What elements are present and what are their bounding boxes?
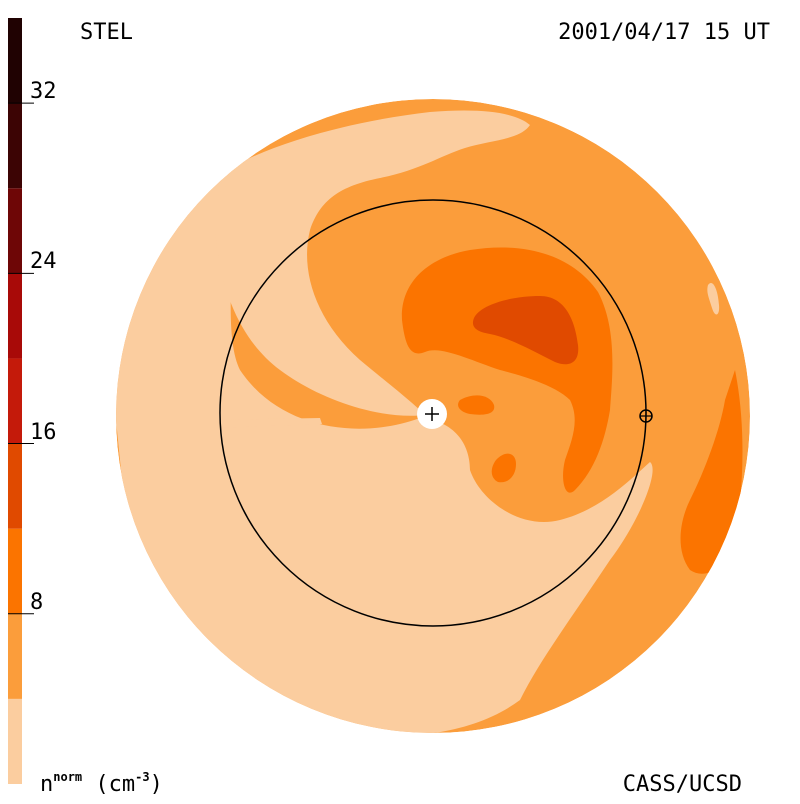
density-region-low-arc-top bbox=[215, 110, 530, 416]
density-region-low-island bbox=[707, 282, 720, 315]
earth-marker bbox=[639, 409, 653, 423]
colorbar bbox=[8, 18, 34, 784]
colorbar-segment-4 bbox=[8, 358, 22, 444]
unit-suffix: (cm bbox=[82, 772, 136, 797]
density-region-mid-blob bbox=[491, 453, 516, 483]
colorbar-tick-label-24: 24 bbox=[30, 249, 57, 275]
density-region-mid-small bbox=[458, 395, 495, 415]
credit-label: CASS/UCSD bbox=[622, 772, 742, 797]
colorbar-segment-0 bbox=[8, 698, 22, 784]
sun-marker bbox=[417, 399, 447, 429]
colorbar-tick-label-8: 8 bbox=[30, 589, 44, 615]
density-region-peak bbox=[472, 296, 579, 365]
density-region-low-streak bbox=[218, 418, 322, 428]
instrument-label: STEL bbox=[80, 20, 133, 45]
colorbar-segment-5 bbox=[8, 273, 22, 359]
unit-exp: -3 bbox=[135, 770, 150, 784]
colorbar-tick-label-32: 32 bbox=[30, 79, 57, 105]
colorbar-unit-label: nnorm (cm-3) bbox=[40, 770, 163, 797]
timestamp-label: 2001/04/17 15 UT bbox=[558, 20, 770, 45]
density-region-low-left bbox=[116, 170, 653, 733]
colorbar-segment-7 bbox=[8, 103, 22, 189]
colorbar-segment-8 bbox=[8, 18, 22, 104]
colorbar-tick-label-16: 16 bbox=[30, 419, 57, 445]
colorbar-segment-1 bbox=[8, 613, 22, 699]
colorbar-segment-6 bbox=[8, 188, 22, 274]
colorbar-segment-3 bbox=[8, 443, 22, 529]
density-region-mid-right-arc bbox=[680, 370, 743, 574]
unit-close: ) bbox=[149, 772, 163, 797]
unit-sup: norm bbox=[53, 770, 83, 784]
colorbar-segment-2 bbox=[8, 528, 22, 614]
unit-base: n bbox=[40, 772, 54, 797]
